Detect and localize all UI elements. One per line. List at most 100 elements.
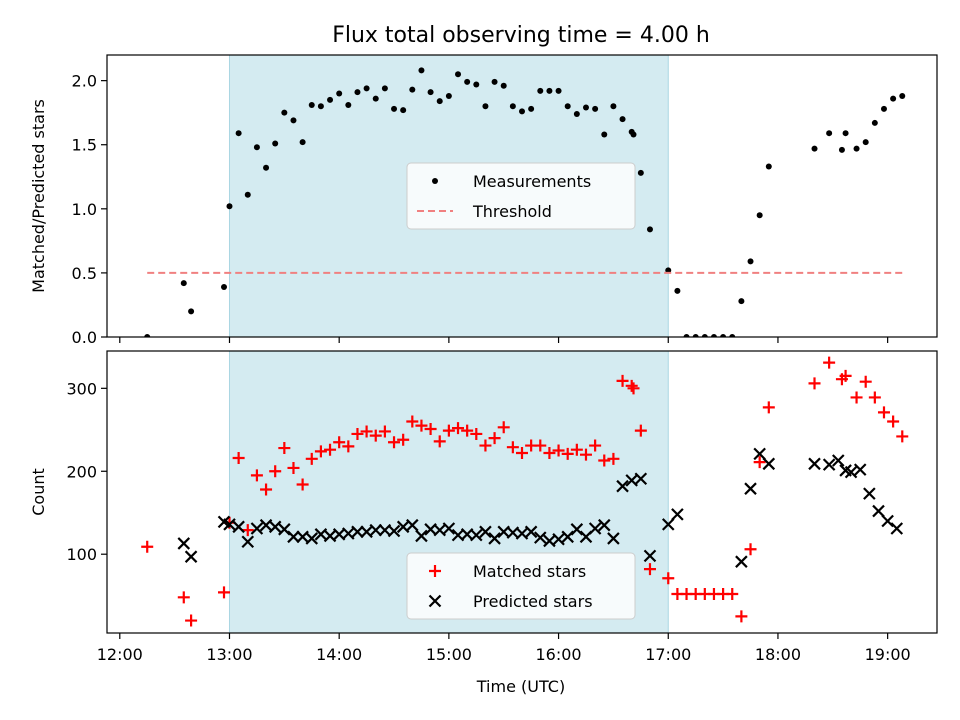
measurement-point [272, 140, 279, 147]
matched-star-point [250, 469, 263, 482]
measurement-point [853, 145, 860, 152]
y-axis-label: Count [29, 468, 48, 516]
measurement-point [317, 103, 324, 110]
matched-star-point [516, 447, 528, 460]
axes-frame [106, 54, 938, 338]
matched-star-point [726, 588, 739, 601]
measurement-point [610, 103, 617, 110]
measurement-point [290, 117, 297, 124]
matched-star-point [351, 427, 364, 440]
measurement-point [235, 130, 242, 137]
predicted-star-point [643, 549, 657, 563]
measurement-point [482, 103, 489, 110]
measurement-point [738, 298, 745, 305]
y-tick-label: 100 [66, 545, 97, 564]
measurement-point [665, 267, 672, 274]
predicted-star-point [223, 518, 236, 531]
measurement-point [528, 105, 535, 112]
predicted-star-point [671, 508, 684, 521]
measurement-point [756, 212, 763, 219]
measurement-point [619, 116, 626, 123]
matched-star-point [808, 377, 821, 390]
measurement-point [842, 130, 849, 137]
predicted-star-point [488, 532, 501, 545]
predicted-star-point [808, 457, 821, 471]
predicted-star-point [853, 463, 867, 476]
matched-star-point [497, 421, 510, 434]
x-tick-label: 14:00 [316, 645, 362, 664]
measurement-point [582, 104, 589, 111]
measurement-point [646, 226, 653, 233]
measurement-point [573, 110, 580, 117]
predicted-star-point [534, 531, 547, 544]
matched-star-point [627, 382, 640, 395]
predicted-star-point [597, 518, 611, 532]
predicted-star-point [442, 522, 456, 535]
predicted-star-point [607, 532, 620, 545]
legend-label: Predicted stars [473, 592, 593, 611]
matched-star-point [470, 427, 483, 440]
measurement-point [564, 103, 571, 110]
matched-star-point [625, 379, 638, 392]
matched-star-point [424, 422, 437, 435]
predicted-star-point [415, 529, 428, 543]
measurement-point [500, 82, 507, 89]
predicted-star-point [661, 518, 675, 531]
predicted-star-point [872, 504, 885, 518]
matched-star-point [185, 614, 198, 627]
predicted-star-point [822, 458, 836, 471]
predicted-star-point [369, 523, 383, 537]
measurement-point [263, 164, 270, 171]
measurement-point [445, 93, 452, 100]
legend-label: Measurements [473, 172, 591, 191]
matched-star-point [397, 433, 410, 446]
matched-star-point [232, 451, 245, 464]
matched-star-point [634, 424, 647, 437]
predicted-star-point [177, 537, 191, 550]
predicted-star-point [232, 520, 245, 534]
matched-star-point [369, 429, 382, 442]
matched-star-point [616, 374, 629, 387]
measurement-point [537, 87, 544, 94]
predicted-star-point [387, 524, 401, 538]
measurement-point [455, 71, 462, 78]
matched-star-point [662, 572, 675, 585]
measurement-point [299, 139, 306, 146]
y-tick-label: 1.0 [72, 200, 97, 219]
matched-star-point [570, 443, 583, 456]
matched-star-point [579, 448, 592, 461]
predicted-star-point [561, 530, 574, 544]
legend-label: Threshold [472, 202, 552, 221]
predicted-star-point [305, 532, 319, 545]
measurement-point [354, 89, 361, 96]
measurement-point [491, 78, 498, 85]
measurement-point [427, 89, 434, 96]
measurement-point [637, 169, 644, 176]
x-tick-label: 12:00 [97, 645, 143, 664]
measurement-point [253, 144, 260, 151]
matched-star-point [296, 478, 309, 491]
measurement-point [372, 95, 379, 102]
measurement-point [546, 87, 553, 94]
measurement-point [701, 334, 708, 337]
predicted-star-point [881, 514, 894, 528]
matched-star-point [287, 461, 300, 474]
matched-star-point [141, 540, 154, 553]
predicted-star-point [634, 472, 648, 486]
measurement-point [811, 145, 818, 152]
predicted-star-point [250, 522, 264, 535]
measurement-point [418, 67, 425, 74]
y-tick-label: 1.5 [72, 136, 97, 155]
matched-star-point [839, 369, 852, 382]
measurement-point [180, 280, 187, 287]
predicted-star-point [744, 482, 757, 495]
matched-star-point [433, 435, 446, 448]
matched-star-point [479, 439, 492, 452]
bottom-panel-counts: 12:00 13:00 14:00 15:00 16:00 17:00 18:00 19:00… [29, 350, 938, 664]
y-tick-label: 200 [66, 462, 97, 481]
matched-star-point [324, 443, 337, 456]
measurement-point [862, 139, 869, 146]
measurement-point [880, 105, 887, 112]
measurement-point [221, 284, 228, 291]
matched-star-point [589, 439, 602, 452]
